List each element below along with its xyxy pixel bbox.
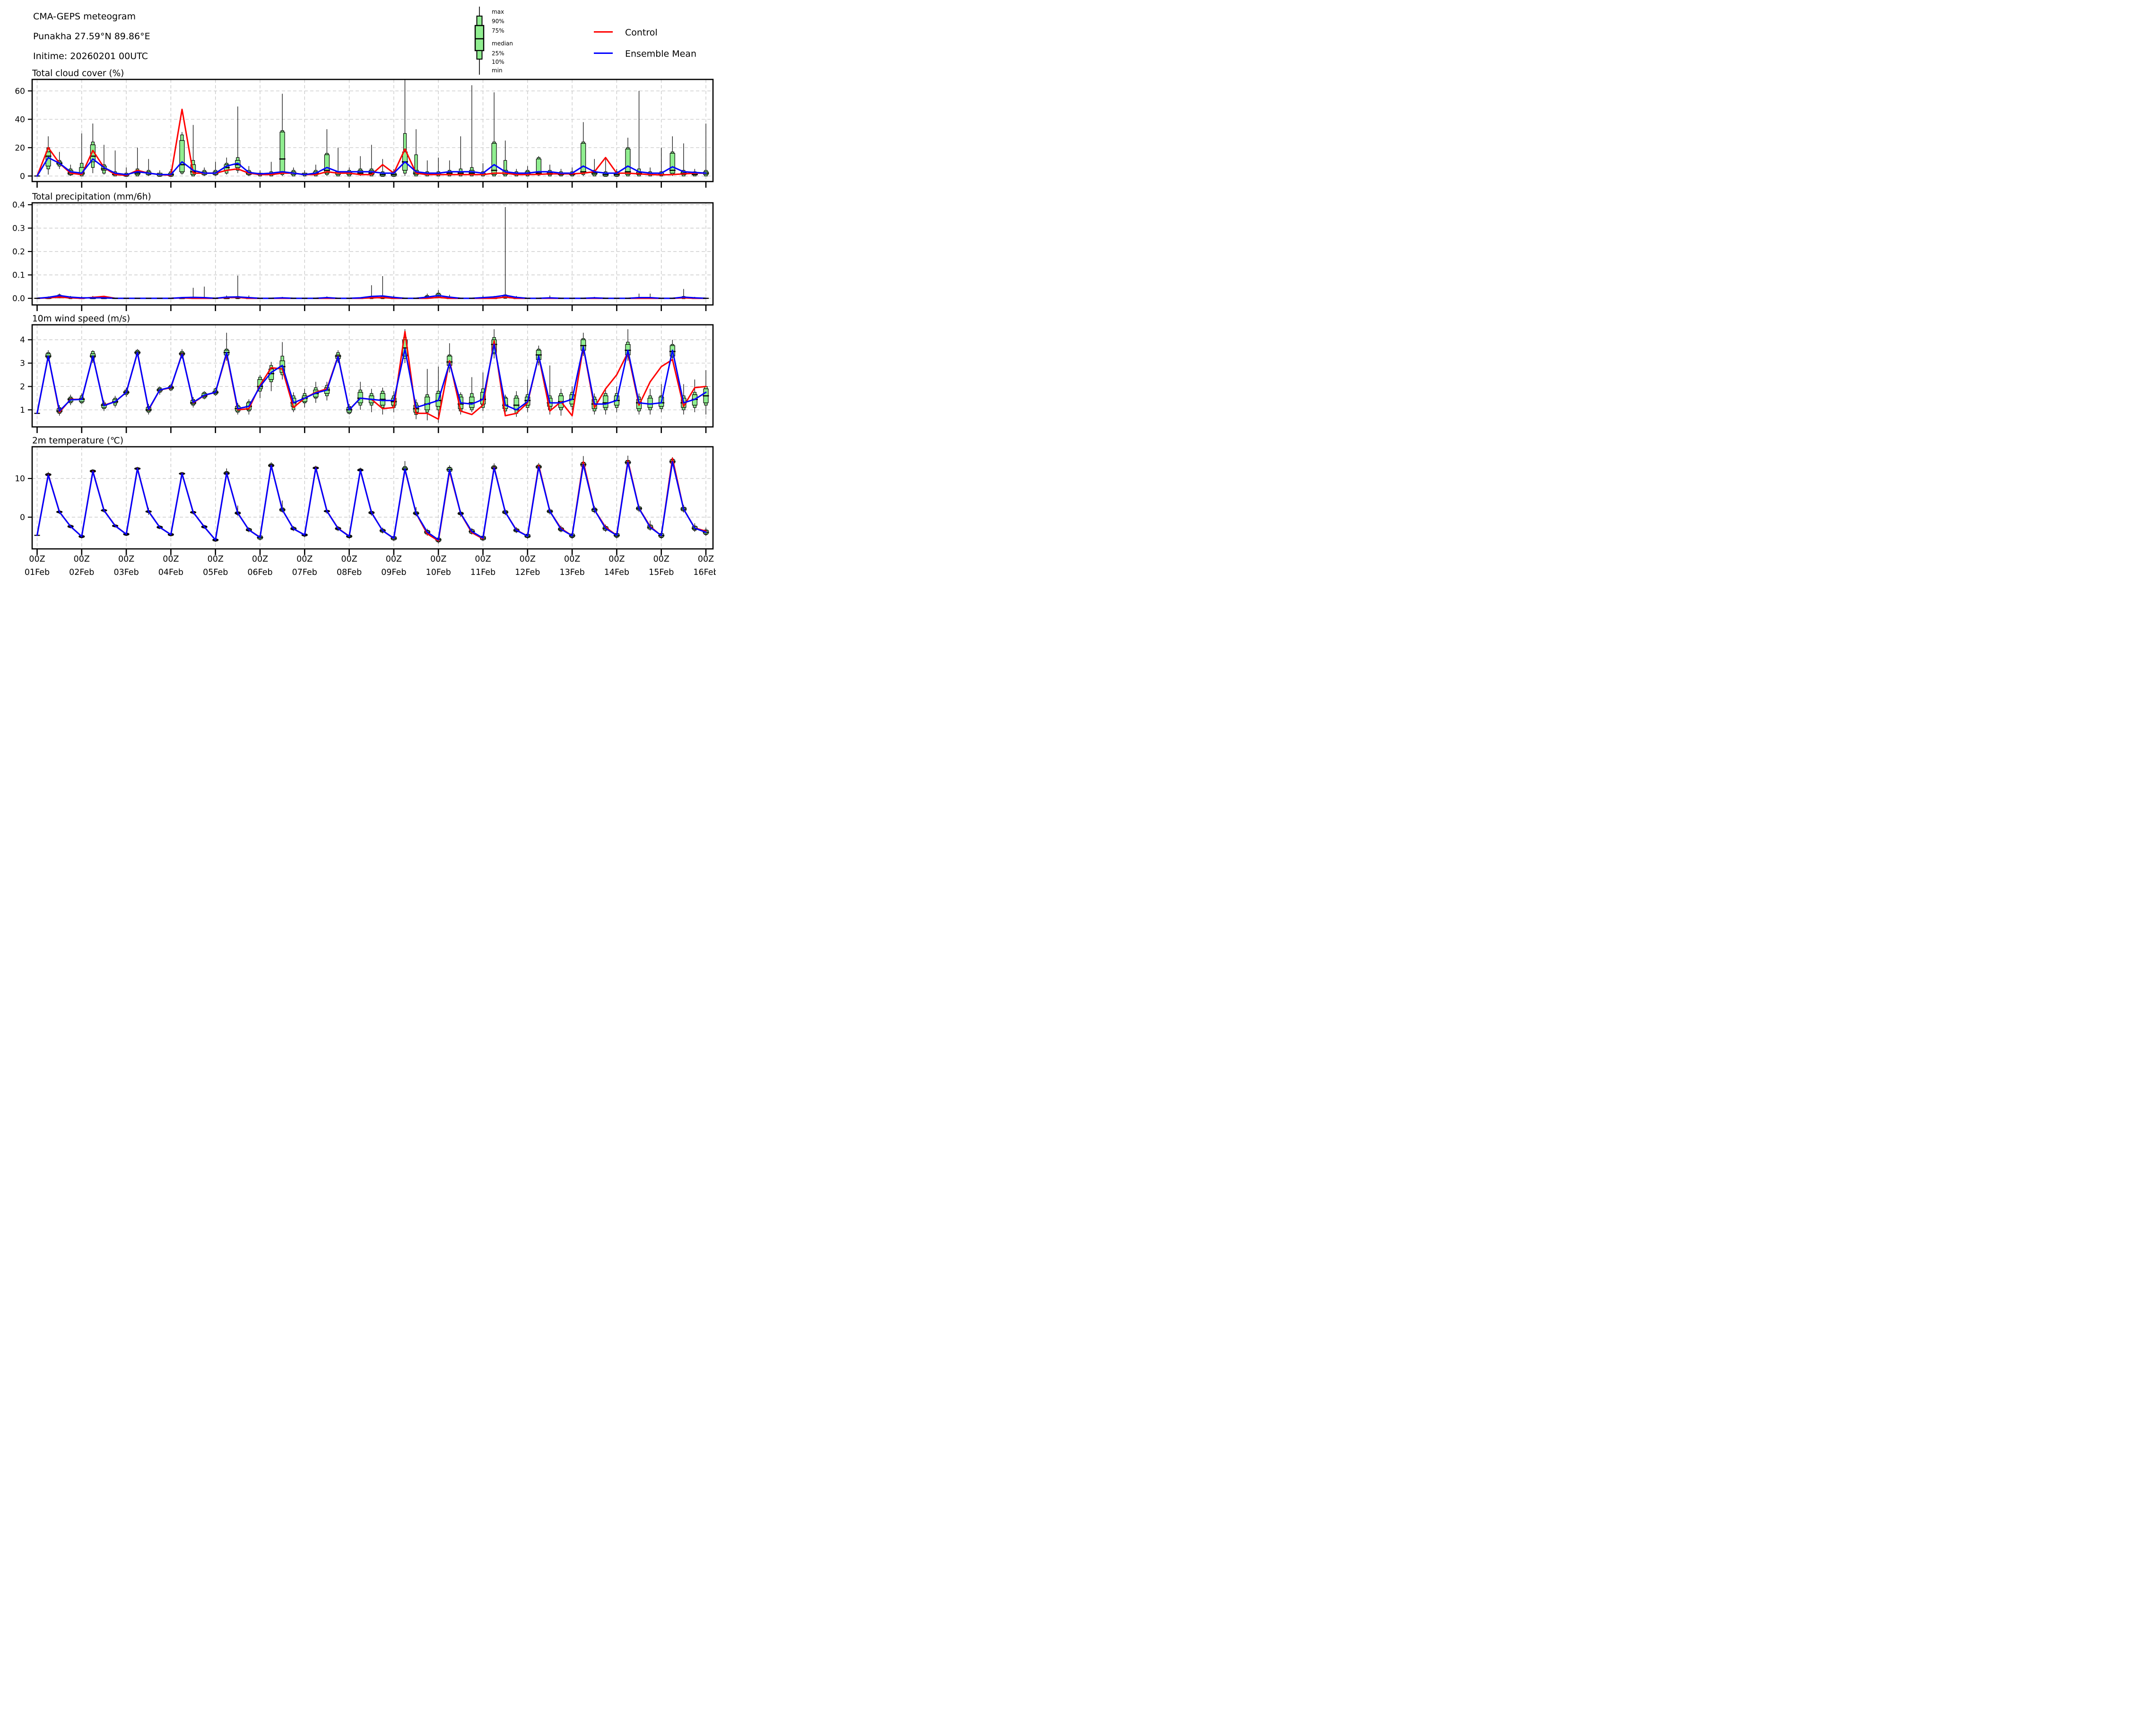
meteogram-figure: 0204060Total cloud cover (%)0.00.10.20.3… bbox=[0, 0, 716, 579]
xtick-date-label: 07Feb bbox=[292, 568, 317, 577]
xtick-date-label: 10Feb bbox=[426, 568, 451, 577]
xtick-date-label: 04Feb bbox=[158, 568, 183, 577]
panel-wind-speed: 1 2 3 4 10m wind speed (m/s) bbox=[20, 314, 713, 433]
ytick-label-total-precipitation: 0.0 bbox=[12, 294, 25, 304]
xtick-time-label: 00Z bbox=[608, 555, 625, 564]
ytick-label-total-precipitation: 0.1 bbox=[12, 270, 25, 280]
legend-control-line bbox=[594, 31, 613, 33]
xtick-date-label: 01Feb bbox=[25, 568, 50, 577]
xtick-date-label: 06Feb bbox=[247, 568, 272, 577]
legend-label-75pct: 75% bbox=[492, 27, 504, 34]
ytick-label-temperature: 0 bbox=[20, 513, 25, 522]
xtick-date-label: 12Feb bbox=[515, 568, 540, 577]
xtick-time-label: 00Z bbox=[341, 555, 357, 564]
legend-ensemble-line bbox=[594, 52, 613, 54]
inittime-subtitle: Initime: 20260201 00UTC bbox=[33, 46, 150, 66]
ytick-label-wind-speed: 2 bbox=[20, 382, 25, 391]
legend-label-90pct: 90% bbox=[492, 18, 504, 25]
panel-temperature: 0 10 2m temperature (℃) bbox=[15, 436, 713, 555]
legend-control-label: Control bbox=[625, 27, 658, 38]
ytick-label-temperature: 10 bbox=[15, 474, 25, 484]
xtick-date-label: 08Feb bbox=[337, 568, 362, 577]
xtick-date-label: 15Feb bbox=[649, 568, 674, 577]
xtick-time-label: 00Z bbox=[252, 555, 268, 564]
ytick-label-wind-speed: 1 bbox=[20, 406, 25, 415]
ensemble-mean-line-temperature bbox=[37, 462, 706, 540]
legend-label-max: max bbox=[492, 9, 504, 15]
xtick-time-label: 00Z bbox=[296, 555, 313, 564]
xtick-date-label: 11Feb bbox=[470, 568, 495, 577]
ytick-label-wind-speed: 3 bbox=[20, 359, 25, 368]
xtick-date-label: 03Feb bbox=[113, 568, 139, 577]
xtick-time-label: 00Z bbox=[386, 555, 402, 564]
xtick-time-label: 00Z bbox=[520, 555, 536, 564]
xtick-time-label: 00Z bbox=[208, 555, 224, 564]
panel-total-cloud-cover: 0 20 40 60 Total cloud cover (%) bbox=[15, 69, 713, 188]
xtick-date-label: 14Feb bbox=[604, 568, 629, 577]
xtick-date-label: 13Feb bbox=[559, 568, 584, 577]
xtick-time-label: 00Z bbox=[118, 555, 134, 564]
xtick-time-label: 00Z bbox=[653, 555, 669, 564]
panel-title-total-precipitation: Total precipitation (mm/6h) bbox=[32, 192, 151, 202]
ytick-label-wind-speed: 4 bbox=[20, 336, 25, 345]
xtick-time-label: 00Z bbox=[430, 555, 446, 564]
legend-ensemble-label: Ensemble Mean bbox=[625, 49, 696, 59]
xtick-time-label: 00Z bbox=[163, 555, 179, 564]
xtick-date-label: 05Feb bbox=[203, 568, 228, 577]
ytick-label-total-precipitation: 0.2 bbox=[12, 247, 25, 257]
ytick-label-total-cloud-cover: 60 bbox=[15, 87, 25, 96]
xtick-time-label: 00Z bbox=[29, 555, 45, 564]
xtick-time-label: 00Z bbox=[475, 555, 491, 564]
legend-boxplot-glyph bbox=[469, 6, 490, 78]
xtick-date-label: 16Feb bbox=[693, 568, 716, 577]
meteogram-chart: 0204060Total cloud cover (%)0.00.10.20.3… bbox=[0, 0, 716, 579]
ytick-label-total-precipitation: 0.4 bbox=[12, 200, 25, 210]
panel-title-temperature: 2m temperature (℃) bbox=[32, 436, 123, 446]
ytick-label-total-cloud-cover: 40 bbox=[15, 115, 25, 124]
legend-label-25pct: 25% bbox=[492, 50, 504, 57]
station-subtitle: Punakha 27.59°N 89.86°E bbox=[33, 26, 150, 46]
legend-label-median: median bbox=[492, 40, 513, 47]
panel-title-total-cloud-cover: Total cloud cover (%) bbox=[32, 69, 124, 78]
legend-label-min: min bbox=[492, 67, 503, 74]
figure-header: CMA-GEPS meteogram Punakha 27.59°N 89.86… bbox=[33, 7, 150, 66]
ytick-label-total-precipitation: 0.3 bbox=[12, 224, 25, 234]
page-title: CMA-GEPS meteogram bbox=[33, 7, 150, 26]
x-axis-labels: 00Z 01Feb 00Z 02Feb 00Z 03Feb 00Z 04Feb 00Z 05Feb… bbox=[25, 555, 716, 577]
panel-title-wind-speed: 10m wind speed (m/s) bbox=[32, 314, 130, 324]
xtick-date-label: 09Feb bbox=[381, 568, 406, 577]
panel-total-precipitation: 0.0 0.1 0.2 0.3 0.4 Total precipitation (mm/6… bbox=[12, 192, 713, 311]
ytick-label-total-cloud-cover: 20 bbox=[15, 143, 25, 153]
xtick-time-label: 00Z bbox=[564, 555, 580, 564]
ytick-label-total-cloud-cover: 0 bbox=[20, 172, 25, 181]
xtick-date-label: 02Feb bbox=[69, 568, 94, 577]
legend-label-10pct: 10% bbox=[492, 59, 504, 65]
xtick-time-label: 00Z bbox=[74, 555, 90, 564]
xtick-time-label: 00Z bbox=[698, 555, 714, 564]
